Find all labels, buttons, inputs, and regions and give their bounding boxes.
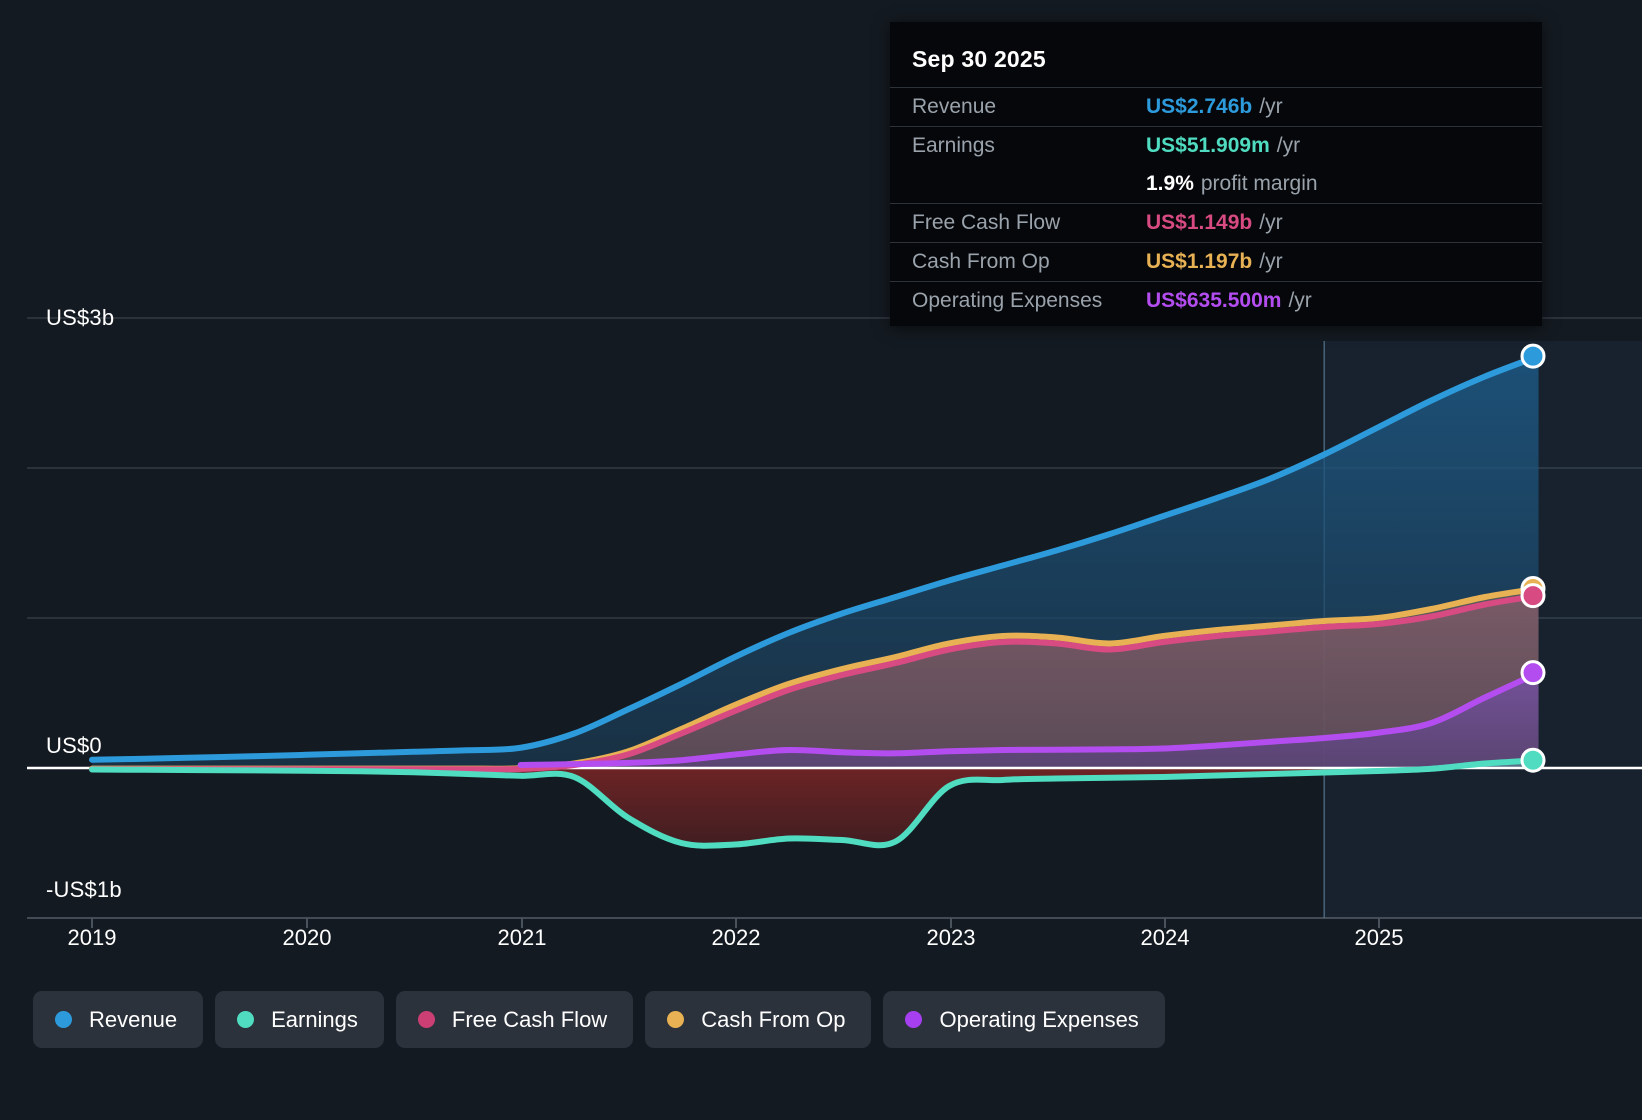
legend-dot-earnings-icon [237,1011,255,1028]
tooltip-value-earnings: US$51.909m [1146,134,1270,157]
x-axis-label-2024: 2024 [1140,925,1190,950]
legend-item-revenue[interactable]: Revenue [33,991,204,1048]
chart-plot-area: US$3b US$0 -US$1b 2019 2020 2021 2022 20… [27,305,1642,950]
y-axis-label-0: US$0 [46,733,102,758]
y-axis-label-3b: US$3b [46,305,115,330]
legend-item-free-cash-flow[interactable]: Free Cash Flow [395,991,634,1048]
tooltip-unit-revenue: /yr [1259,95,1283,118]
x-axis-label-2022: 2022 [711,925,761,950]
legend-label-earnings: Earnings [271,1006,358,1032]
chart-svg [27,317,1642,928]
x-axis-label-2019: 2019 [67,925,117,950]
legend-item-cash-from-op[interactable]: Cash From Op [645,991,872,1048]
tooltip-label-earnings: Earnings [912,134,995,157]
tooltip-value-operating-expenses: US$635.500m [1146,289,1282,312]
legend-label-free-cash-flow: Free Cash Flow [451,1006,608,1032]
tooltip-row-revenue: Revenue US$2.746b /yr [890,87,1542,126]
x-axis-label-2025: 2025 [1354,925,1404,950]
tooltip-row-free-cash-flow: Free Cash Flow US$1.149b /yr [890,203,1542,242]
tooltip-label-operating-expenses: Operating Expenses [912,289,1103,312]
tooltip-row-profit-margin: 1.9% profit margin [890,165,1542,203]
tooltip-value-free-cash-flow: US$1.149b [1146,211,1253,234]
tooltip-row-earnings: Earnings US$51.909m /yr [890,126,1542,165]
legend-dot-revenue-icon [55,1011,72,1028]
tooltip-label-cash-from-op: Cash From Op [912,250,1050,273]
legend-dot-cash-from-op-icon [667,1011,685,1028]
legend-dot-free-cash-flow-icon [417,1011,435,1028]
legend-item-earnings[interactable]: Earnings [215,991,384,1048]
tooltip-unit-operating-expenses: /yr [1288,289,1312,312]
tooltip-unit-earnings: /yr [1276,134,1301,157]
y-axis-label-neg1b: -US$1b [46,877,122,902]
legend-item-operating-expenses[interactable]: Operating Expenses [883,991,1165,1048]
legend-label-operating-expenses: Operating Expenses [939,1006,1139,1032]
tooltip-value-profit-margin: 1.9% [1146,172,1194,195]
tooltip-label-revenue: Revenue [912,95,997,118]
tooltip-unit-cash-from-op: /yr [1259,250,1283,273]
tooltip-unit-profit-margin: profit margin [1200,172,1318,195]
tooltip-label-free-cash-flow: Free Cash Flow [912,211,1061,234]
x-axis-label-2023: 2023 [926,925,976,950]
legend-dot-operating-expenses-icon [905,1011,923,1028]
x-axis-label-2021: 2021 [497,925,547,950]
tooltip-row-cash-from-op: Cash From Op US$1.197b /yr [890,242,1542,281]
chart-legend: Revenue Earnings Free Cash Flow Cash Fro… [33,991,1165,1048]
tooltip-date-title: Sep 30 2025 [912,46,1046,72]
legend-label-revenue: Revenue [89,1006,178,1032]
tooltip-row-operating-expenses: Operating Expenses US$635.500m /yr [890,281,1542,320]
x-axis-label-2020: 2020 [282,925,332,950]
tooltip-unit-free-cash-flow: /yr [1259,211,1283,234]
legend-label-cash-from-op: Cash From Op [701,1006,846,1032]
tooltip-value-cash-from-op: US$1.197b [1146,250,1253,273]
chart-tooltip: Sep 30 2025 Revenue US$2.746b /yr Earnin… [890,22,1542,326]
tooltip-value-revenue: US$2.746b [1146,95,1253,118]
